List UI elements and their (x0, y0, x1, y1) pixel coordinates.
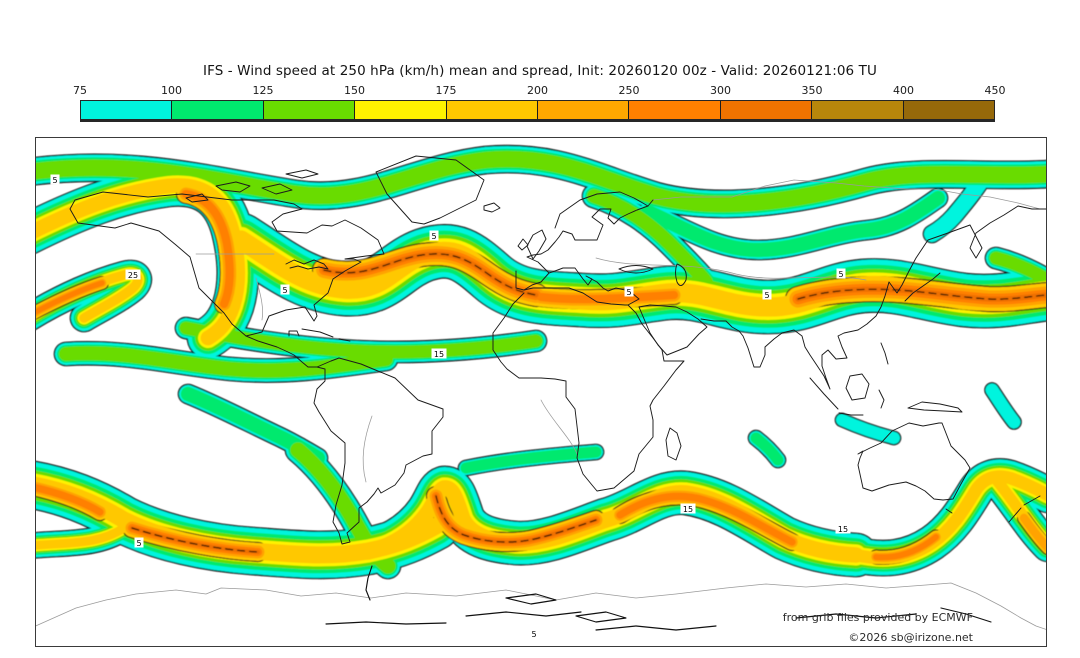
svg-text:5: 5 (764, 291, 769, 300)
svg-text:5: 5 (626, 288, 631, 297)
colorbar-tick: 150 (344, 84, 365, 97)
contour-label: 5 (836, 268, 846, 279)
colorbar-tick: 400 (893, 84, 914, 97)
colorbar-tick: 175 (435, 84, 457, 97)
colorbar-segment (263, 101, 356, 119)
contour-label: 5 (280, 284, 290, 295)
colorbar-tick: 350 (801, 84, 823, 97)
svg-text:5: 5 (282, 286, 287, 295)
contour-label: 15 (835, 523, 851, 534)
svg-text:15: 15 (683, 505, 693, 514)
colorbar-tick: 100 (161, 84, 182, 97)
colorbar: 75 100 125 150 175 200 250 300 350 400 450 (73, 84, 1006, 124)
contour-labels: 5 25 5 5 15 5 5 5 5 15 15 5 (50, 174, 851, 639)
copyright-credit: ©2026 sb@irizone.net (848, 631, 973, 644)
colorbar-segment (172, 101, 264, 119)
colorbar-segment (812, 101, 904, 119)
map-title: IFS - Wind speed at 250 hPa (km/h) mean … (203, 63, 877, 79)
colorbar-tick: 75 (73, 84, 87, 97)
colorbar-segment (903, 101, 995, 119)
contour-label: 15 (680, 503, 696, 514)
colorbar-tick-labels: 75 100 125 150 175 200 250 300 350 400 450 (73, 84, 1006, 98)
wind-map-svg: 5 25 5 5 15 5 5 5 5 15 15 5 (36, 144, 1046, 639)
svg-text:5: 5 (531, 630, 536, 639)
contour-label: 5 (529, 628, 539, 639)
colorbar-segment (538, 101, 630, 119)
colorbar-segment (355, 101, 447, 119)
svg-text:25: 25 (128, 271, 138, 280)
svg-text:5: 5 (136, 539, 141, 548)
contour-label: 5 (50, 174, 60, 185)
contour-label: 5 (429, 230, 439, 241)
svg-text:15: 15 (434, 350, 444, 359)
colorbar-segment (629, 101, 721, 119)
jetstream-bands (36, 144, 1046, 580)
coastlines (36, 155, 1046, 631)
colorbar-tick: 300 (710, 84, 731, 97)
svg-text:5: 5 (838, 270, 843, 279)
colorbar-tick: 200 (527, 84, 548, 97)
colorbar-tick: 450 (984, 84, 1006, 97)
contour-label: 5 (762, 289, 772, 300)
contour-label: 15 (431, 348, 447, 359)
colorbar-scale (80, 100, 995, 122)
colorbar-segment (81, 101, 173, 119)
colorbar-segment (446, 101, 539, 119)
data-source-credit: from grib files provided by ECMWF (782, 611, 973, 624)
world-wind-map: 5 25 5 5 15 5 5 5 5 15 15 5 (35, 137, 1047, 647)
svg-text:5: 5 (52, 176, 57, 185)
svg-text:15: 15 (838, 525, 848, 534)
contour-label: 5 (134, 537, 144, 548)
contour-label: 25 (125, 269, 141, 280)
svg-text:5: 5 (431, 232, 436, 241)
contour-label: 5 (624, 286, 634, 297)
colorbar-segment (720, 101, 813, 119)
colorbar-tick: 250 (618, 84, 640, 97)
colorbar-tick: 125 (252, 84, 274, 97)
